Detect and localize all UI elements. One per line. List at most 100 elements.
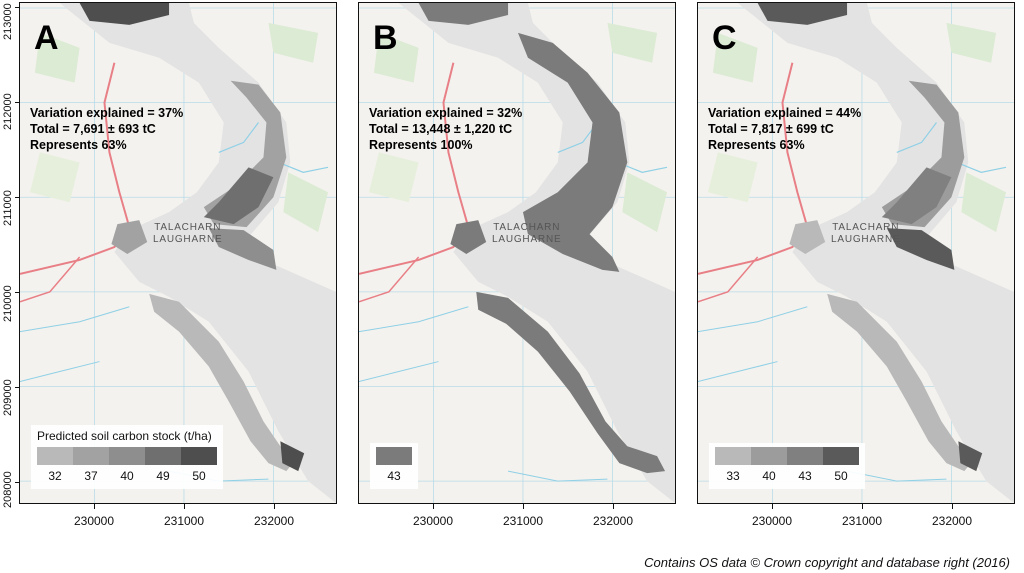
x-tick-label: 232000: [253, 514, 295, 528]
legend-value: 50: [192, 469, 206, 483]
legend-swatch: [751, 447, 787, 465]
legend-bar: [37, 447, 217, 465]
town-label: TALACHARN LAUGHARNE: [492, 222, 561, 246]
copyright-credit: Contains OS data © Crown copyright and d…: [644, 555, 1010, 570]
legend-bar: [715, 447, 859, 465]
total-carbon: Total = 13,448 ± 1,220 tC: [369, 122, 513, 136]
y-tick-mark: [15, 102, 20, 103]
map-panel-c: C Variation explained = 44% Total = 7,817 …: [697, 2, 1015, 504]
town-label: TALACHARN LAUGHARNE: [831, 222, 900, 246]
y-tick-mark: [15, 482, 20, 483]
x-tick-label: 232000: [931, 514, 973, 528]
carbon-polygon: [208, 228, 277, 270]
panel-stats: Variation explained = 37% Total = 7,691 ±…: [30, 105, 183, 153]
total-carbon: Total = 7,817 ± 699 tC: [708, 122, 834, 136]
carbon-polygon: [203, 167, 274, 225]
x-tick-mark: [862, 504, 863, 509]
carbon-polygon: [886, 228, 955, 270]
legend-value: 43: [798, 469, 812, 483]
map-panel-a: A Variation explained = 37% Total = 7,691 …: [19, 2, 337, 504]
carbon-polygon: [418, 3, 509, 25]
y-tick-label: 208000: [2, 471, 14, 508]
legend-value: 43: [387, 469, 401, 483]
legend-value: 33: [726, 469, 740, 483]
legend-swatch: [181, 447, 217, 465]
x-tick-label: 230000: [751, 514, 793, 528]
x-tick-mark: [433, 504, 434, 509]
y-tick-mark: [15, 197, 20, 198]
carbon-polygon: [280, 441, 305, 472]
legend-swatch: [109, 447, 145, 465]
panel-letter: C: [712, 19, 737, 57]
town-name-english: LAUGHARNE: [153, 234, 223, 245]
carbon-polygon: [149, 293, 297, 472]
legend-swatch: [73, 447, 109, 465]
variation-explained: Variation explained = 32%: [369, 106, 523, 120]
carbon-polygon: [881, 167, 952, 225]
carbon-polygon: [517, 32, 628, 272]
legend-swatch: [823, 447, 859, 465]
legend-labels: 43: [376, 465, 412, 483]
panel-stats: Variation explained = 44% Total = 7,817 ±…: [708, 105, 861, 153]
x-tick-mark: [184, 504, 185, 509]
x-tick-label: 232000: [592, 514, 634, 528]
x-tick-label: 231000: [841, 514, 883, 528]
y-tick-mark: [15, 387, 20, 388]
carbon-polygon: [476, 291, 666, 474]
carbon-polygon: [79, 3, 170, 25]
legend-value: 37: [84, 469, 98, 483]
x-tick-mark: [613, 504, 614, 509]
y-tick-label: 210000: [2, 285, 14, 322]
x-tick-mark: [274, 504, 275, 509]
y-tick-label: 212000: [2, 93, 14, 130]
legend-swatch: [715, 447, 751, 465]
x-tick-mark: [772, 504, 773, 509]
town-name-english: LAUGHARNE: [831, 234, 901, 245]
carbon-polygon: [111, 220, 148, 254]
legend: 43: [370, 443, 418, 489]
town-name-english: LAUGHARNE: [492, 234, 562, 245]
carbon-polygon: [827, 293, 975, 472]
x-tick-mark: [952, 504, 953, 509]
legend-swatch: [37, 447, 73, 465]
variation-explained: Variation explained = 44%: [708, 106, 862, 120]
legend-value: 49: [156, 469, 170, 483]
x-tick-label: 230000: [73, 514, 115, 528]
y-tick-label: 209000: [2, 379, 14, 416]
x-tick-mark: [523, 504, 524, 509]
carbon-polygon: [958, 441, 983, 472]
town-name-welsh: TALACHARN: [154, 222, 222, 233]
x-tick-label: 231000: [163, 514, 205, 528]
basemap: [698, 3, 1014, 503]
y-axis: 213000 212000 211000 210000 209000 20800…: [0, 0, 20, 510]
legend-labels: 33 40 43 50: [715, 465, 859, 483]
carbon-polygon: [450, 220, 487, 254]
y-tick-label: 213000: [2, 3, 14, 40]
represents-percent: Represents 63%: [30, 138, 127, 152]
legend-value: 50: [834, 469, 848, 483]
basemap: [20, 3, 336, 503]
legend-swatch: [787, 447, 823, 465]
legend-bar: [376, 447, 412, 465]
legend-value: 40: [762, 469, 776, 483]
panel-letter: A: [34, 19, 59, 57]
town-name-welsh: TALACHARN: [832, 222, 900, 233]
legend-title: Predicted soil carbon stock (t/ha): [37, 429, 212, 443]
represents-percent: Represents 63%: [708, 138, 805, 152]
legend-swatch: [145, 447, 181, 465]
total-carbon: Total = 7,691 ± 693 tC: [30, 122, 156, 136]
x-tick-label: 231000: [502, 514, 544, 528]
legend-swatch: [376, 447, 412, 465]
x-tick-label: 230000: [412, 514, 454, 528]
legend: Predicted soil carbon stock (t/ha) 32 37 40…: [31, 425, 223, 489]
basemap: [359, 3, 675, 503]
variation-explained: Variation explained = 37%: [30, 106, 184, 120]
town-name-welsh: TALACHARN: [493, 222, 561, 233]
y-tick-mark: [15, 292, 20, 293]
legend: 33 40 43 50: [709, 443, 865, 489]
represents-percent: Represents 100%: [369, 138, 473, 152]
panel-stats: Variation explained = 32% Total = 13,448 …: [369, 105, 522, 153]
town-label: TALACHARN LAUGHARNE: [153, 222, 222, 246]
y-tick-label: 211000: [2, 190, 14, 226]
carbon-polygon: [789, 220, 826, 254]
